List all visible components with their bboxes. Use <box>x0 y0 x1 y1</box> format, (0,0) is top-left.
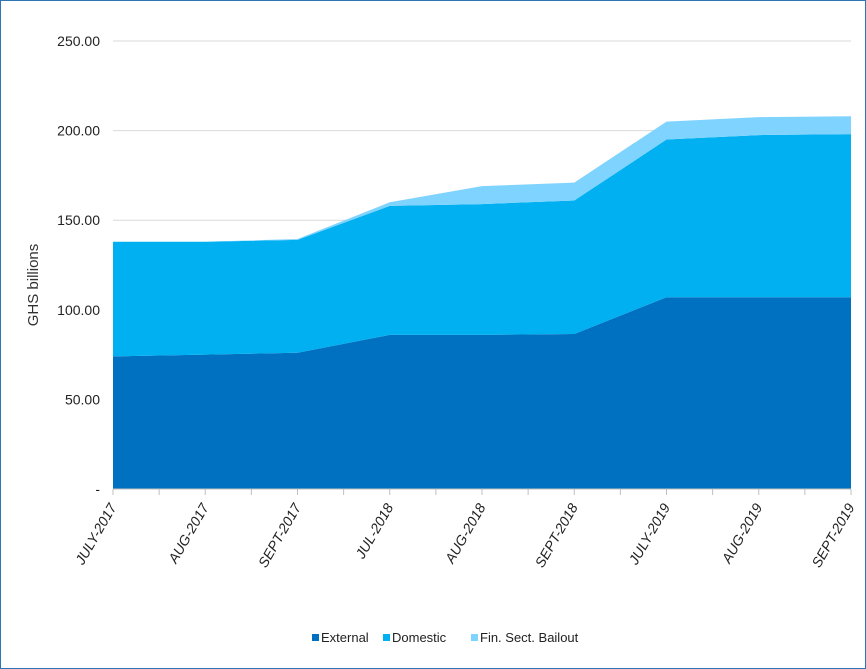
area-domestic <box>113 134 851 357</box>
y-tick-label: 200.00 <box>57 123 100 139</box>
y-axis-ticks: - 50.00 100.00 150.00 200.00 250.00 <box>57 33 100 497</box>
legend-label: Domestic <box>392 630 447 645</box>
legend-swatch <box>312 634 319 641</box>
y-tick-label: 150.00 <box>57 212 100 228</box>
y-tick-label: 250.00 <box>57 33 100 49</box>
x-tick-label: JULY-2019 <box>625 500 673 568</box>
x-tick-label: AUG-2017 <box>164 499 212 566</box>
x-tick-label: SEPT-2017 <box>255 499 305 570</box>
x-axis-ticks: JULY-2017 AUG-2017 SEPT-2017 JUL-2018 AUG-20… <box>71 488 858 570</box>
y-tick-label: 100.00 <box>57 302 100 318</box>
x-tick-label: SEPT-2018 <box>531 500 581 570</box>
x-tick-label: AUG-2019 <box>718 500 766 566</box>
legend: External Domestic Fin. Sect. Bailout <box>312 630 579 645</box>
x-tick-label: AUG-2018 <box>441 500 489 566</box>
area-series <box>113 116 851 489</box>
y-tick-label: 50.00 <box>65 391 100 407</box>
area-external <box>113 297 851 489</box>
legend-swatch <box>471 634 478 641</box>
x-tick-label: JULY-2017 <box>71 499 120 568</box>
legend-swatch <box>383 634 390 641</box>
legend-label: Fin. Sect. Bailout <box>480 630 579 645</box>
x-tick-label: JUL-2018 <box>352 500 397 562</box>
y-tick-label: - <box>95 481 100 497</box>
area-fin-sect-bailout <box>113 116 851 242</box>
legend-label: External <box>321 630 369 645</box>
y-axis-label: GHS billions <box>25 244 42 327</box>
x-tick-label: SEPT-2019 <box>808 500 858 570</box>
